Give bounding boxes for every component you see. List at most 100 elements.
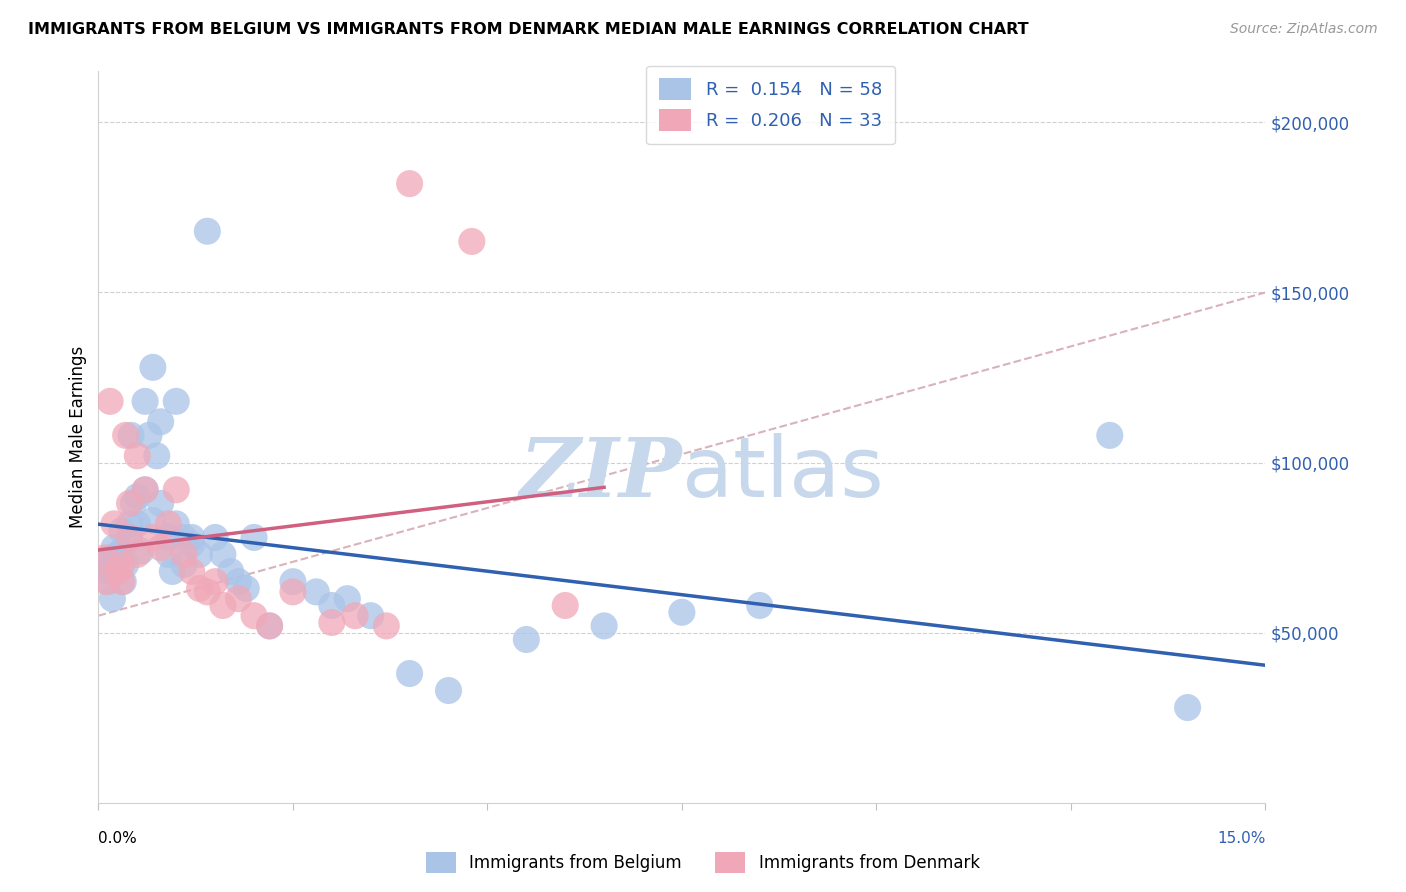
Point (243, 531, 266, 545)
Point (1177, 700, 1199, 714)
Text: ZIP: ZIP (519, 434, 682, 514)
Point (134, 483, 156, 497)
Point (671, 605, 693, 619)
Point (281, 574, 304, 589)
Point (157, 516, 180, 531)
Point (515, 632, 537, 647)
Point (259, 619, 281, 633)
Point (204, 574, 226, 589)
Point (212, 599, 235, 613)
Point (120, 428, 142, 442)
Point (180, 531, 202, 545)
Text: IMMIGRANTS FROM BELGIUM VS IMMIGRANTS FROM DENMARK MEDIAN MALE EARNINGS CORRELAT: IMMIGRANTS FROM BELGIUM VS IMMIGRANTS FR… (28, 22, 1029, 37)
Point (157, 548, 180, 562)
Point (97, 574, 120, 589)
Point (554, 599, 576, 613)
Point (375, 619, 398, 633)
Point (1098, 428, 1121, 442)
Point (305, 585, 328, 599)
Point (219, 565, 242, 579)
Point (149, 496, 172, 510)
Point (188, 582, 211, 596)
Point (212, 548, 235, 562)
Point (103, 516, 125, 531)
Point (138, 428, 160, 442)
Point (98, 550, 121, 565)
Point (103, 541, 125, 555)
Point (461, 235, 484, 249)
Point (188, 548, 211, 562)
Point (93, 558, 115, 572)
Point (118, 531, 141, 545)
Y-axis label: Median Male Earnings: Median Male Earnings (69, 346, 87, 528)
Point (118, 496, 141, 510)
Point (96, 574, 118, 589)
Point (180, 565, 202, 579)
Point (593, 619, 616, 633)
Point (111, 574, 134, 589)
Text: 15.0%: 15.0% (1218, 831, 1265, 846)
Point (111, 524, 134, 538)
Point (111, 558, 134, 572)
Point (142, 531, 165, 545)
Point (173, 548, 195, 562)
Point (112, 574, 135, 589)
Point (195, 585, 218, 599)
Point (107, 565, 129, 579)
Point (101, 591, 124, 606)
Point (127, 548, 149, 562)
Point (114, 428, 136, 442)
Text: Source: ZipAtlas.com: Source: ZipAtlas.com (1230, 22, 1378, 37)
Point (122, 496, 145, 510)
Point (98, 394, 121, 409)
Point (118, 516, 141, 531)
Point (149, 415, 172, 429)
Point (103, 565, 125, 579)
Point (134, 483, 156, 497)
Legend: R =  0.154   N = 58, R =  0.206   N = 33: R = 0.154 N = 58, R = 0.206 N = 33 (647, 66, 894, 145)
Point (111, 544, 134, 558)
Point (107, 548, 129, 562)
Point (398, 177, 420, 191)
Point (243, 608, 266, 623)
Point (321, 615, 343, 630)
Point (173, 558, 195, 572)
Point (93, 550, 115, 565)
Point (321, 599, 343, 613)
Point (204, 531, 226, 545)
Point (336, 591, 359, 606)
Point (259, 619, 281, 633)
Point (173, 531, 195, 545)
Text: 0.0%: 0.0% (98, 831, 138, 846)
Point (157, 531, 180, 545)
Point (142, 360, 165, 375)
Point (127, 449, 149, 463)
Point (165, 483, 187, 497)
Point (165, 394, 187, 409)
Point (146, 449, 169, 463)
Point (228, 574, 250, 589)
Point (344, 608, 367, 623)
Point (134, 394, 156, 409)
Point (127, 516, 149, 531)
Text: atlas: atlas (682, 434, 883, 514)
Point (149, 541, 172, 555)
Point (114, 558, 136, 572)
Point (281, 585, 304, 599)
Point (165, 516, 187, 531)
Point (142, 513, 165, 527)
Point (195, 224, 218, 238)
Point (748, 599, 770, 613)
Point (129, 544, 152, 558)
Legend: Immigrants from Belgium, Immigrants from Denmark: Immigrants from Belgium, Immigrants from… (419, 846, 987, 880)
Point (235, 582, 257, 596)
Point (127, 490, 149, 504)
Point (228, 591, 250, 606)
Point (162, 565, 184, 579)
Point (398, 666, 420, 681)
Point (180, 537, 202, 551)
Point (96, 565, 118, 579)
Point (437, 683, 460, 698)
Point (118, 531, 141, 545)
Point (360, 608, 382, 623)
